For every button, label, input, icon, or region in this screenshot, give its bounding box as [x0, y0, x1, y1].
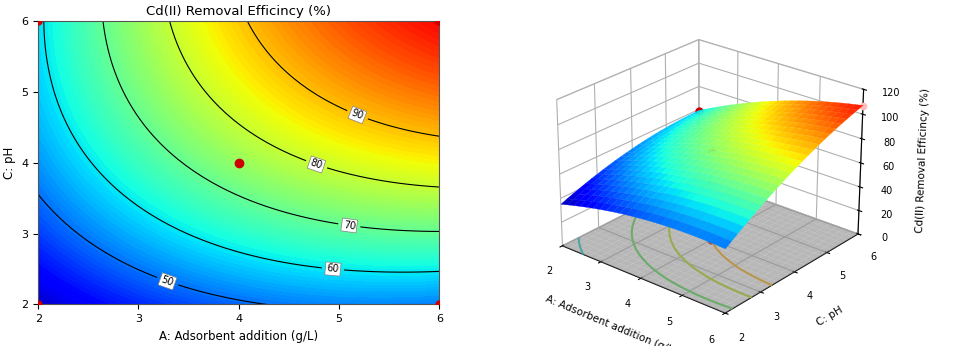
- Text: 80: 80: [309, 158, 324, 171]
- Text: 50: 50: [160, 274, 175, 288]
- Y-axis label: C: pH: C: pH: [815, 304, 845, 328]
- Text: 70: 70: [343, 220, 356, 231]
- Y-axis label: C: pH: C: pH: [3, 146, 16, 179]
- Title: Cd(II) Removal Efficincy (%): Cd(II) Removal Efficincy (%): [146, 5, 331, 18]
- X-axis label: A: Adsorbent addition (g/L): A: Adsorbent addition (g/L): [159, 330, 318, 343]
- Text: 90: 90: [350, 108, 365, 122]
- Text: 60: 60: [327, 263, 339, 275]
- X-axis label: A: Adsorbent addition (g/L): A: Adsorbent addition (g/L): [543, 294, 677, 346]
